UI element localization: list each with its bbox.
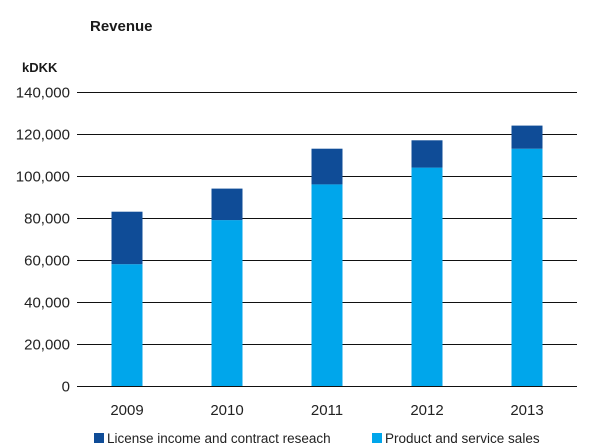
legend-label: Product and service sales [385, 431, 540, 446]
y-axis-unit: kDKK [22, 60, 58, 75]
x-tick-label: 2011 [311, 402, 343, 419]
y-tick-label: 20,000 [24, 337, 70, 354]
legend-swatch [372, 433, 382, 443]
y-tick-label: 80,000 [24, 211, 70, 228]
x-tick-label: 2010 [210, 402, 243, 419]
bar-product-and-service-sales-2011 [311, 184, 343, 386]
bar-license-income-2010 [211, 188, 243, 221]
legend-swatch [94, 433, 104, 443]
bar-product-and-service-sales-2013 [511, 148, 543, 386]
bar-license-income-2012 [411, 140, 443, 168]
bars [111, 125, 543, 386]
y-tick-label: 100,000 [16, 169, 70, 186]
y-tick-label: 120,000 [16, 127, 70, 144]
legend-label: License income and contract reseach [107, 431, 331, 446]
y-axis-ticks: 0 20,000 40,000 60,000 80,000 100,000 120,000 1… [16, 85, 70, 396]
x-tick-label: 2013 [510, 402, 543, 419]
bar-license-income-2013 [511, 125, 543, 149]
y-tick-label: 140,000 [16, 85, 70, 102]
y-tick-label: 40,000 [24, 295, 70, 312]
y-tick-label: 60,000 [24, 253, 70, 270]
bar-product-and-service-sales-2009 [111, 264, 143, 386]
chart-title: Revenue [90, 18, 153, 35]
x-tick-label: 2009 [110, 402, 143, 419]
bar-product-and-service-sales-2010 [211, 220, 243, 386]
bar-license-income-2009 [111, 211, 143, 265]
x-tick-label: 2012 [410, 402, 443, 419]
y-tick-label: 0 [62, 379, 70, 396]
bar-product-and-service-sales-2012 [411, 167, 443, 386]
x-axis-ticks: 2009 2010 2011 2012 2013 [110, 402, 543, 419]
bar-license-income-2011 [311, 148, 343, 185]
legend: License income and contract reseach Produ… [94, 431, 540, 446]
